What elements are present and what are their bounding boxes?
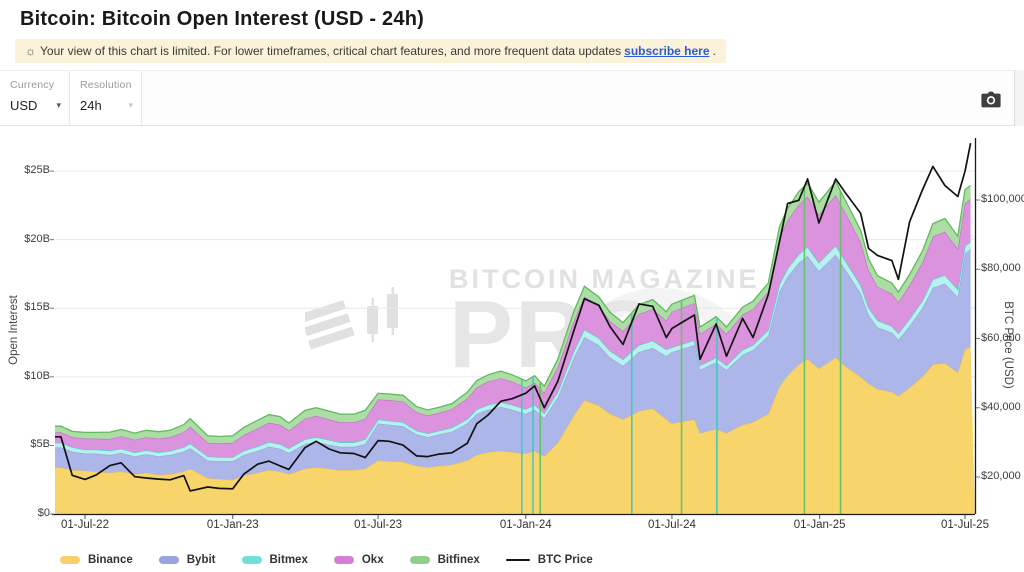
area-okx bbox=[55, 195, 971, 458]
legend-swatch bbox=[333, 556, 354, 564]
legend: Binance Bybit Bitmex Okx Bitfinex BTC Price bbox=[60, 554, 593, 566]
btc-price-line bbox=[55, 143, 972, 492]
legend-label: BTC Price bbox=[537, 554, 593, 566]
legend-swatch bbox=[409, 556, 430, 564]
legend-item-binance[interactable]: Binance bbox=[60, 554, 133, 566]
bitcoin-magazine-pro-logo-icon bbox=[299, 284, 433, 359]
area-edge-bitfinex bbox=[55, 180, 971, 438]
legend-item-btc-price[interactable]: BTC Price bbox=[505, 554, 593, 566]
legend-swatch bbox=[241, 556, 262, 564]
currency-select[interactable]: Currency USD ▾ bbox=[0, 71, 70, 125]
chevron-down-icon: ▾ bbox=[56, 100, 61, 110]
legend-label: Bitmex bbox=[269, 554, 308, 566]
legend-item-bitmex[interactable]: Bitmex bbox=[241, 554, 308, 566]
scrollbar[interactable] bbox=[1014, 70, 1024, 126]
chart-plot-canvas[interactable] bbox=[0, 128, 1024, 572]
currency-label: Currency bbox=[10, 79, 55, 91]
currency-value: USD bbox=[10, 98, 38, 113]
page-title: Bitcoin: Bitcoin Open Interest (USD - 24… bbox=[20, 8, 424, 30]
screenshot-button[interactable] bbox=[981, 91, 1001, 108]
area-bybit bbox=[55, 249, 971, 480]
legend-swatch bbox=[60, 556, 80, 564]
sun-icon: ☼ bbox=[25, 44, 36, 58]
chart: BITCOIN MAGAZINE PRO® Open Interest BTC … bbox=[0, 128, 1024, 572]
legend-item-bitfinex[interactable]: Bitfinex bbox=[409, 554, 480, 566]
resolution-value: 24h bbox=[80, 98, 102, 113]
chevron-down-icon: ▾ bbox=[128, 100, 133, 110]
legend-item-okx[interactable]: Okx bbox=[333, 554, 384, 566]
area-binance bbox=[55, 346, 975, 514]
header-divider bbox=[0, 70, 1024, 71]
legend-swatch bbox=[158, 556, 179, 564]
banner-text: Your view of this chart is limited. For … bbox=[40, 44, 622, 58]
legend-label: Bitfinex bbox=[437, 554, 480, 566]
legend-item-bybit[interactable]: Bybit bbox=[158, 554, 216, 566]
resolution-label: Resolution bbox=[80, 79, 132, 91]
legend-label: Okx bbox=[361, 554, 384, 566]
camera-icon bbox=[981, 91, 1001, 111]
subscribe-link[interactable]: subscribe here bbox=[624, 44, 710, 58]
legend-label: Binance bbox=[88, 554, 133, 566]
legend-swatch bbox=[505, 558, 530, 562]
resolution-select[interactable]: Resolution 24h ▾ bbox=[70, 71, 142, 125]
banner-period: . bbox=[712, 44, 716, 58]
limited-view-banner: ☼ Your view of this chart is limited. Fo… bbox=[15, 39, 726, 63]
chart-controls-bar: Currency USD ▾ Resolution 24h ▾ bbox=[0, 71, 1024, 126]
legend-label: Bybit bbox=[186, 554, 216, 566]
watermark-text-line1: BITCOIN MAGAZINE bbox=[449, 264, 760, 294]
